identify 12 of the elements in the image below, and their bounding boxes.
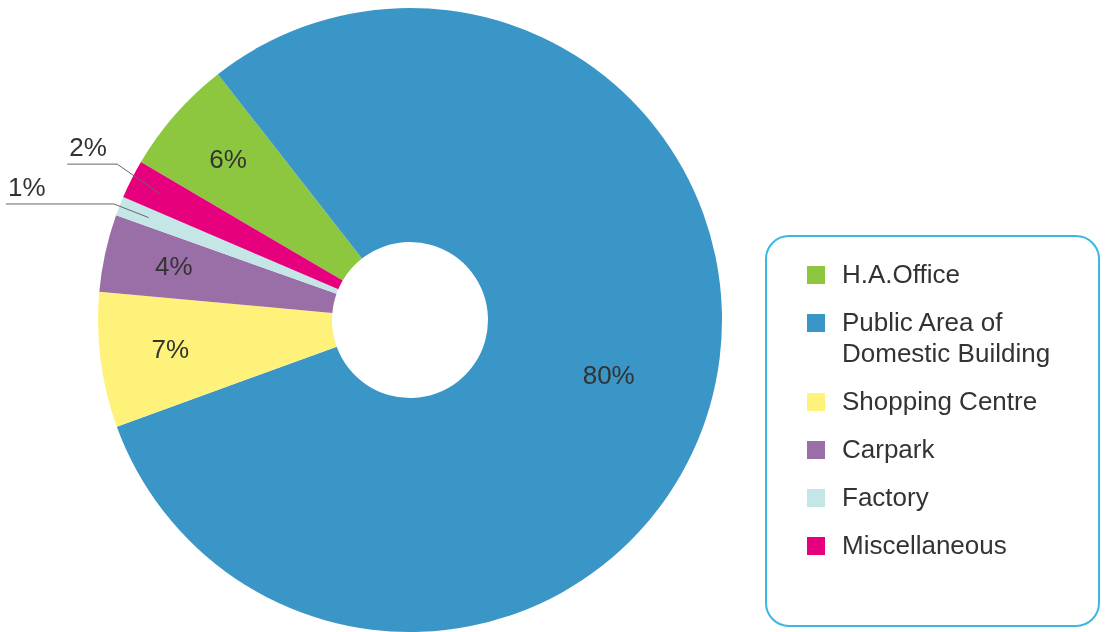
legend-label: Shopping Centre [842,386,1039,417]
data-label: 1% [7,172,46,203]
legend-label: Miscellaneous [842,530,1008,561]
data-label: 2% [69,132,107,163]
legend-label: Carpark [842,434,936,465]
data-label: 6% [209,143,247,174]
data-label: 80% [582,360,635,391]
legend-label: Factory [842,482,930,513]
data-label: 4% [155,251,193,282]
legend-label: H.A.Office [842,259,961,290]
legend-label: Public Area of Domestic Building [842,307,1052,369]
data-label: 7% [151,334,189,365]
